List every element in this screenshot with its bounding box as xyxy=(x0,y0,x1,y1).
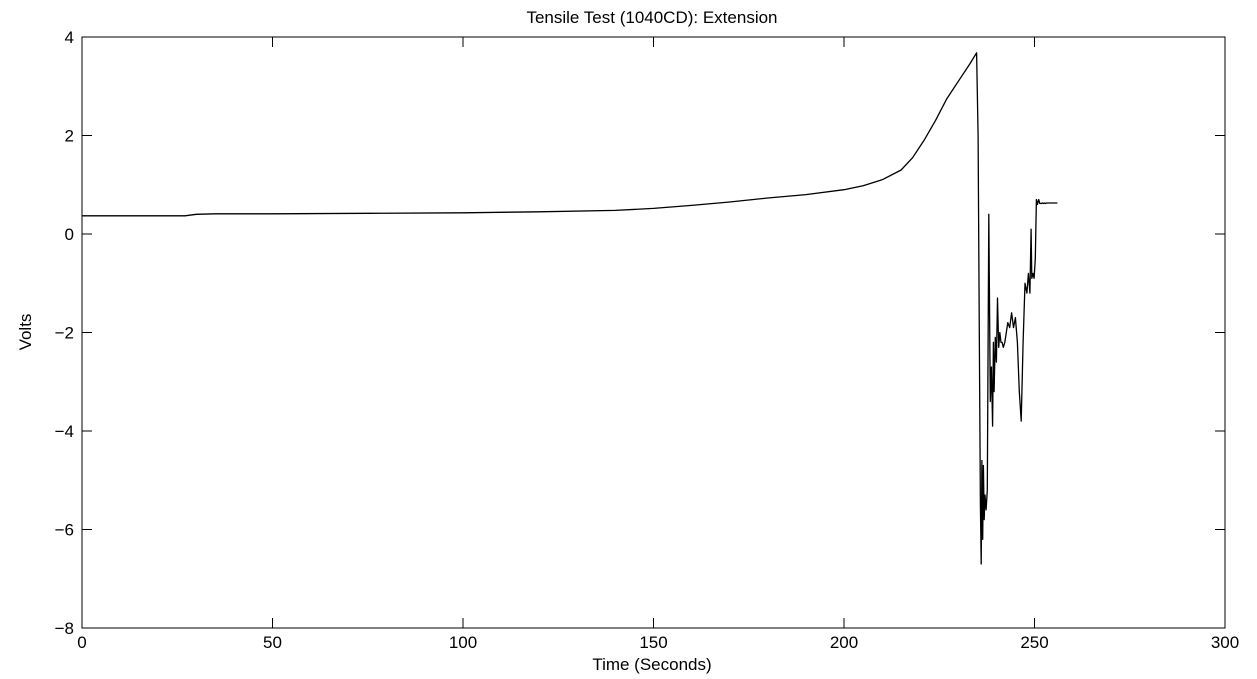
y-tick-label: −8 xyxy=(55,619,74,638)
x-tick-label: 200 xyxy=(830,633,858,652)
y-axis-title: Volts xyxy=(16,314,35,351)
series-line xyxy=(82,52,1058,565)
y-tick-label: −2 xyxy=(55,324,74,343)
y-tick-label: −6 xyxy=(55,521,74,540)
y-tick-label: −4 xyxy=(55,422,74,441)
x-axis: 0 50 100 150 200 250 300 xyxy=(77,37,1239,652)
y-tick-label: 0 xyxy=(65,225,74,244)
chart-title: Tensile Test (1040CD): Extension xyxy=(526,8,777,27)
x-tick-label: 300 xyxy=(1211,633,1239,652)
x-axis-title: Time (Seconds) xyxy=(592,655,711,674)
x-tick-label: 100 xyxy=(449,633,477,652)
x-tick-label: 150 xyxy=(639,633,667,652)
y-tick-label: 2 xyxy=(65,127,74,146)
y-tick-label: 4 xyxy=(65,28,74,47)
x-tick-label: 250 xyxy=(1020,633,1048,652)
x-tick-label: 0 xyxy=(77,633,86,652)
y-axis: −8 −6 −4 −2 0 2 4 xyxy=(55,28,1225,638)
x-tick-label: 50 xyxy=(263,633,282,652)
